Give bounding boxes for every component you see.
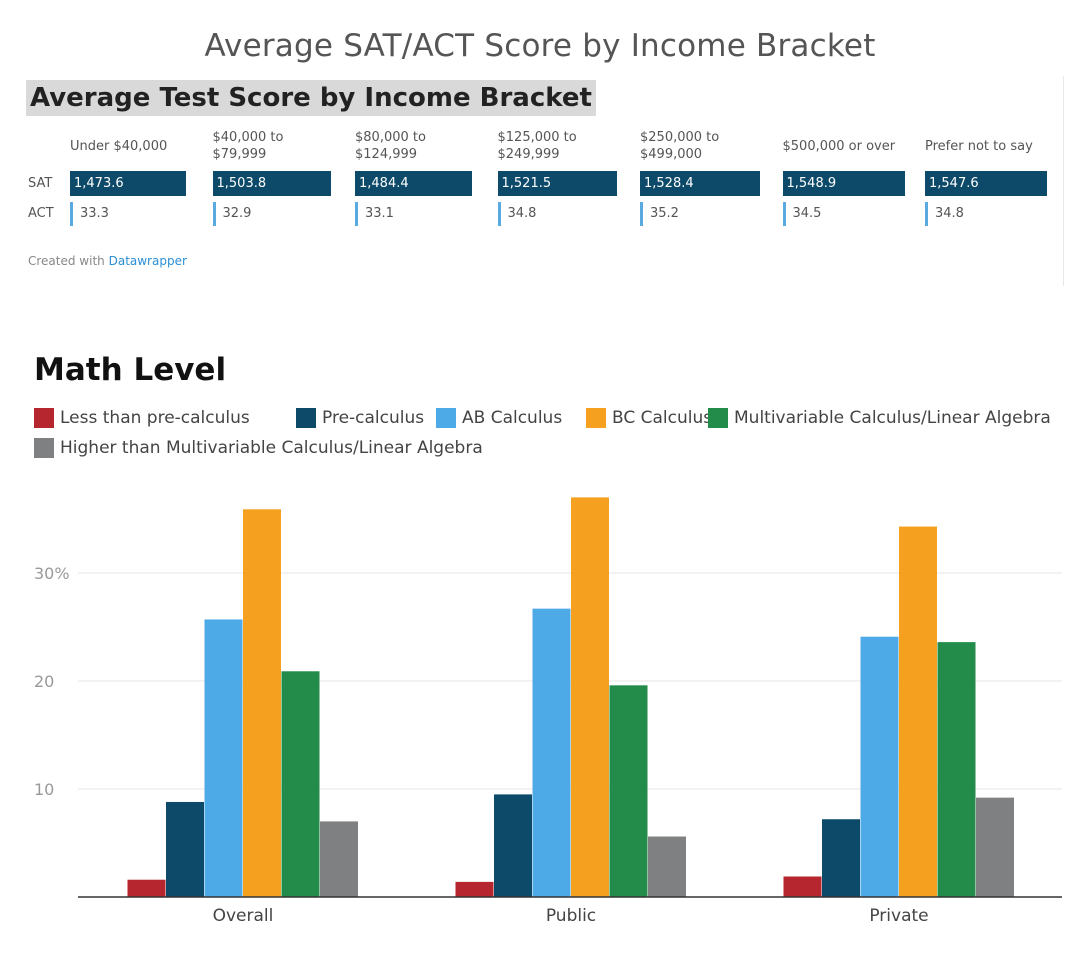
legend-item[interactable]: AB Calculus — [436, 408, 562, 428]
act-bar — [782, 202, 786, 226]
sat-bar — [925, 171, 1047, 196]
bar-public-3 — [571, 497, 609, 897]
act-value: 33.3 — [80, 206, 109, 221]
legend-label: AB Calculus — [462, 408, 563, 428]
sat-row-label: SAT — [28, 176, 53, 191]
legend-label: Higher than Multivariable Calculus/Linea… — [60, 438, 483, 458]
legend-item[interactable]: Multivariable Calculus/Linear Algebra — [708, 408, 1051, 428]
legend-item[interactable]: Less than pre-calculus — [34, 408, 250, 428]
bar-public-4 — [609, 685, 648, 897]
page-title: Average SAT/ACT Score by Income Bracket — [204, 28, 876, 64]
sat-bar — [70, 171, 187, 196]
credit-brand-link[interactable]: Datawrapper — [108, 254, 187, 268]
sat-bar — [497, 171, 618, 196]
bracket-header: $80,000 to $124,999 — [355, 130, 426, 162]
legend-label: Pre-calculus — [322, 408, 425, 428]
sat-bar — [355, 171, 472, 196]
sat-value: 1,503.8 — [216, 176, 267, 191]
bar-private-0 — [783, 876, 822, 897]
bar-private-4 — [937, 642, 976, 897]
act-bar — [497, 202, 501, 226]
legend-label: BC Calculus — [612, 408, 713, 428]
sat-value: 1,547.6 — [929, 176, 979, 191]
legend-label: Multivariable Calculus/Linear Algebra — [734, 408, 1051, 428]
bracket-header: $500,000 or over — [782, 138, 896, 154]
sat-value: 1,473.6 — [74, 176, 124, 191]
act-bar — [640, 202, 643, 226]
legend-swatch — [34, 408, 54, 428]
act-value: 34.5 — [792, 206, 822, 221]
bar-overall-0 — [127, 879, 166, 897]
y-tick-label: 10 — [34, 780, 54, 799]
legend-swatch — [296, 408, 316, 428]
bar-private-1 — [822, 819, 860, 897]
sat-bar — [782, 171, 905, 196]
act-value: 34.8 — [507, 206, 537, 221]
act-value: 32.9 — [222, 206, 252, 221]
sat-value: 1,521.5 — [501, 176, 552, 191]
y-tick-label: 20 — [34, 672, 54, 691]
act-bar — [70, 202, 73, 226]
sat-bar — [640, 171, 761, 196]
math-level-bar-chart: 10 20 30% Overall Public Private — [34, 497, 1062, 926]
bar-private-5 — [976, 797, 1014, 897]
act-value: 35.2 — [650, 206, 679, 221]
bracket-header: $250,000 to $499,000 — [640, 130, 720, 162]
legend-item[interactable]: Pre-calculus — [296, 408, 424, 428]
datawrapper-title: Average Test Score by Income Bracket — [26, 80, 596, 116]
bar-private-2 — [860, 636, 899, 897]
bar-overall-1 — [166, 801, 204, 897]
bar-public-1 — [494, 794, 532, 897]
act-value: 34.8 — [935, 206, 964, 221]
legend-swatch — [436, 408, 456, 428]
bar-public-0 — [455, 881, 494, 897]
act-row-label: ACT — [28, 206, 54, 221]
legend-item[interactable]: Higher than Multivariable Calculus/Linea… — [34, 438, 483, 458]
bar-overall-3 — [243, 509, 281, 897]
legend-item[interactable]: BC Calculus — [586, 408, 712, 428]
bar-public-5 — [648, 836, 686, 897]
bar-public-2 — [532, 608, 571, 897]
bracket-header: Under $40,000 — [70, 138, 168, 154]
sat-bar — [212, 171, 331, 196]
chart-title: Math Level — [34, 352, 227, 388]
act-bar — [925, 202, 928, 226]
x-category-label: Public — [546, 906, 596, 926]
bracket-header: Prefer not to say — [925, 138, 1033, 154]
y-tick-label: 30% — [34, 564, 70, 583]
bar-private-3 — [899, 526, 937, 897]
bar-overall-2 — [204, 619, 243, 897]
x-category-label: Private — [869, 906, 928, 926]
legend-swatch — [586, 408, 606, 428]
legend-swatch — [708, 408, 728, 428]
act-value: 33.1 — [365, 206, 394, 221]
act-bar — [355, 202, 358, 226]
bracket-header: $125,000 to $249,999 — [497, 130, 577, 162]
credit-prefix: Created with — [28, 254, 105, 268]
sat-value: 1,528.4 — [644, 176, 694, 191]
x-category-label: Overall — [213, 906, 274, 926]
sat-value: 1,548.9 — [786, 176, 837, 191]
sat-value: 1,484.4 — [359, 176, 409, 191]
legend-label: Less than pre-calculus — [60, 408, 250, 428]
bar-overall-4 — [281, 671, 320, 897]
act-bar — [212, 202, 216, 226]
bracket-header: $40,000 to $79,999 — [212, 130, 284, 162]
legend-swatch — [34, 438, 54, 458]
datawrapper-credit: Created with Datawrapper — [28, 254, 187, 268]
datawrapper-table: Average Test Score by Income Bracket SAT… — [18, 76, 1064, 286]
bar-overall-5 — [320, 821, 358, 897]
